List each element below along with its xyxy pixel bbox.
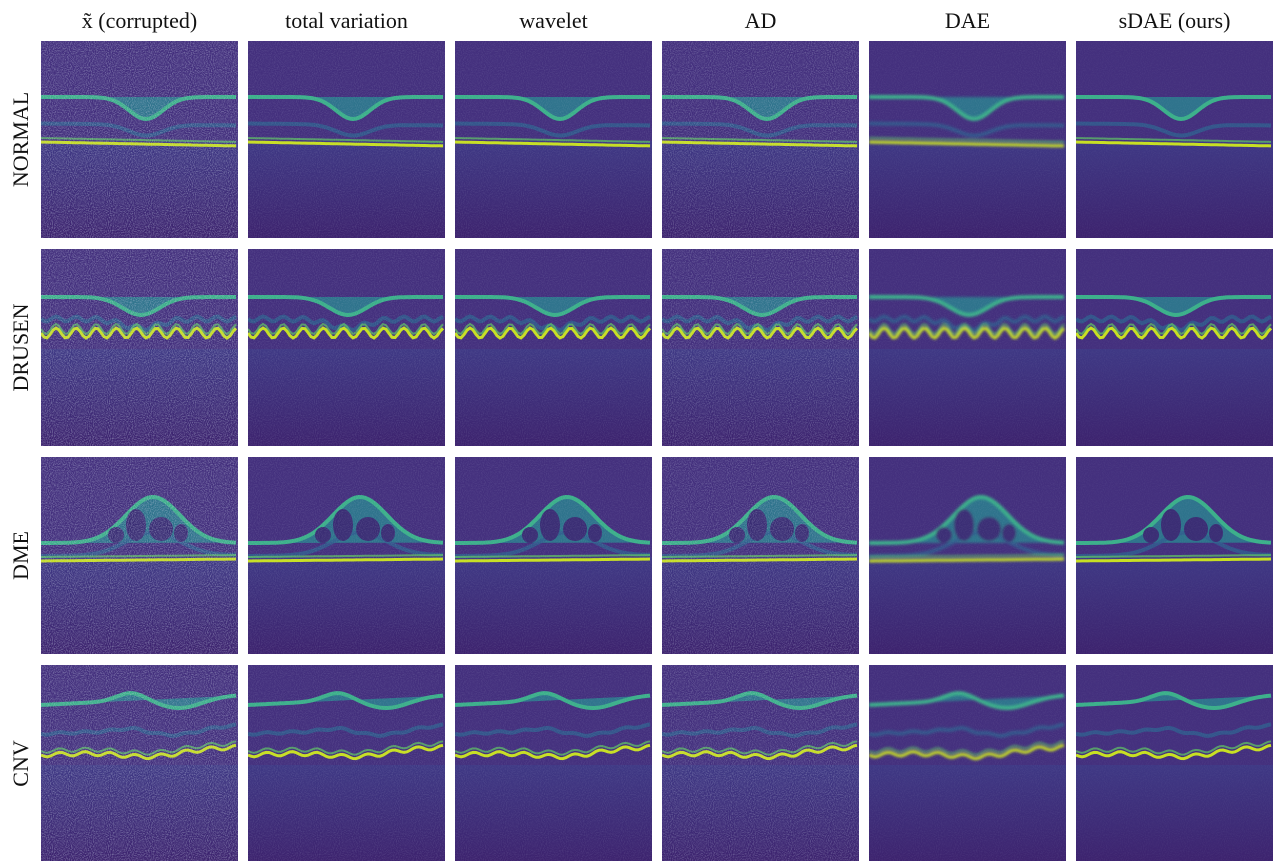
tile-content bbox=[455, 665, 652, 861]
image-tile bbox=[248, 41, 445, 238]
column-header: sDAE (ours) bbox=[1119, 8, 1231, 33]
tile-content bbox=[248, 249, 445, 446]
tile-content bbox=[662, 665, 859, 861]
tile-content bbox=[869, 457, 1066, 654]
image-tile bbox=[455, 249, 652, 446]
image-tile bbox=[1076, 457, 1273, 654]
speckle-noise bbox=[248, 41, 445, 238]
speckle-noise bbox=[662, 41, 859, 238]
tile-content bbox=[455, 41, 652, 238]
tile-content bbox=[1076, 665, 1273, 861]
speckle-noise bbox=[41, 665, 238, 861]
tile-content bbox=[41, 41, 238, 238]
column-header: AD bbox=[745, 8, 777, 33]
speckle-noise bbox=[1076, 41, 1273, 238]
speckle-noise bbox=[248, 665, 445, 861]
image-tile bbox=[869, 665, 1066, 861]
speckle-noise bbox=[41, 41, 238, 238]
image-tile bbox=[248, 665, 445, 861]
speckle-noise bbox=[662, 665, 859, 861]
image-tile bbox=[1076, 249, 1273, 446]
tile-content bbox=[41, 249, 238, 446]
image-tile bbox=[662, 249, 859, 446]
column-header: wavelet bbox=[519, 8, 587, 33]
speckle-noise bbox=[455, 457, 652, 654]
tile-content bbox=[1076, 249, 1273, 446]
tile-content bbox=[662, 457, 859, 654]
tile-content bbox=[1076, 41, 1273, 238]
image-tile bbox=[455, 665, 652, 861]
image-tile bbox=[662, 457, 859, 654]
speckle-noise bbox=[869, 665, 1066, 861]
tile-content bbox=[248, 457, 445, 654]
image-tile bbox=[1076, 665, 1273, 861]
column-header: total variation bbox=[285, 8, 408, 33]
speckle-noise bbox=[248, 249, 445, 446]
speckle-noise bbox=[248, 457, 445, 654]
tile-content bbox=[869, 665, 1066, 861]
tile-content bbox=[662, 249, 859, 446]
speckle-noise bbox=[869, 457, 1066, 654]
speckle-noise bbox=[1076, 249, 1273, 446]
tile-content bbox=[662, 41, 859, 238]
column-header: x̃ (corrupted) bbox=[82, 8, 197, 33]
image-tile bbox=[248, 457, 445, 654]
speckle-noise bbox=[662, 249, 859, 446]
tile-content bbox=[869, 249, 1066, 446]
image-tile bbox=[41, 457, 238, 654]
speckle-noise bbox=[455, 41, 652, 238]
image-tile bbox=[869, 249, 1066, 446]
figure: x̃ (corrupted) total variation wavelet AD DA… bbox=[0, 0, 1274, 861]
tile-content bbox=[248, 665, 445, 861]
image-tile bbox=[662, 665, 859, 861]
tile-content bbox=[1076, 457, 1273, 654]
speckle-noise bbox=[869, 249, 1066, 446]
speckle-noise bbox=[41, 457, 238, 654]
tile-content bbox=[41, 665, 238, 861]
speckle-noise bbox=[1076, 457, 1273, 654]
image-tile bbox=[41, 665, 238, 861]
column-header: DAE bbox=[945, 8, 990, 33]
image-tile bbox=[248, 249, 445, 446]
row-label: DRUSEN bbox=[8, 303, 33, 391]
image-tile bbox=[662, 41, 859, 238]
speckle-noise bbox=[455, 249, 652, 446]
tile-content bbox=[41, 457, 238, 654]
speckle-noise bbox=[455, 665, 652, 861]
row-label: NORMAL bbox=[8, 92, 33, 187]
image-tile bbox=[869, 457, 1066, 654]
image-tile bbox=[41, 249, 238, 446]
image-tile bbox=[41, 41, 238, 238]
row-label: CNV bbox=[8, 740, 33, 787]
tile-content bbox=[455, 249, 652, 446]
image-tile bbox=[455, 457, 652, 654]
tile-content bbox=[869, 41, 1066, 238]
image-tile bbox=[1076, 41, 1273, 238]
tile-content bbox=[248, 41, 445, 238]
speckle-noise bbox=[662, 457, 859, 654]
image-tile bbox=[869, 41, 1066, 238]
tile-content bbox=[455, 457, 652, 654]
speckle-noise bbox=[41, 249, 238, 446]
page: {"columns": ["x̃ (corrupted)", "total va… bbox=[0, 0, 1274, 861]
speckle-noise bbox=[1076, 665, 1273, 861]
row-label: DME bbox=[8, 531, 33, 580]
speckle-noise bbox=[869, 41, 1066, 238]
image-tile bbox=[455, 41, 652, 238]
